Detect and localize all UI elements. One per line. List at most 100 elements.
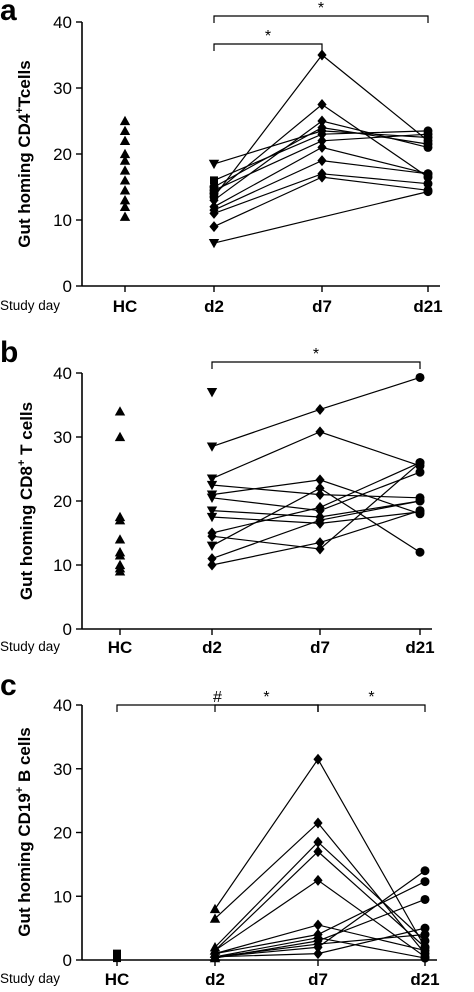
data-point (420, 877, 430, 887)
data-point (420, 866, 430, 876)
significance-marker: # (213, 689, 222, 706)
data-point (415, 372, 425, 382)
data-point (315, 501, 325, 513)
data-point (315, 403, 325, 415)
x-tick-label-d7: d7 (310, 638, 330, 657)
data-point (420, 936, 430, 946)
data-point (317, 155, 327, 167)
x-axis-label: Study day (0, 298, 60, 313)
data-point (317, 122, 327, 134)
data-point (415, 506, 425, 516)
x-tick-label-d21: d21 (405, 638, 434, 657)
data-point (313, 753, 323, 765)
x-tick-label-d21: d21 (410, 970, 439, 989)
data-point (423, 129, 433, 139)
x-tick-label-d21: d21 (413, 297, 442, 316)
hc-point (113, 954, 121, 963)
hc-point (119, 195, 131, 205)
y-axis-title-sup: + (14, 107, 26, 113)
y-tick-label: 10 (53, 556, 72, 575)
data-point (209, 913, 221, 923)
y-axis-title-sup: + (14, 787, 26, 793)
series-line (211, 431, 421, 480)
data-point (317, 115, 327, 127)
data-point (423, 169, 433, 179)
data-point (315, 482, 325, 494)
y-tick-label: 20 (53, 145, 72, 164)
data-point (313, 817, 323, 829)
data-point (206, 442, 218, 452)
hc-point (119, 148, 131, 159)
x-tick-label-HC: HC (105, 970, 130, 989)
data-point (315, 537, 325, 549)
series-line (211, 462, 421, 534)
data-point (415, 547, 425, 557)
significance-bracket (211, 361, 421, 369)
data-point (423, 136, 433, 146)
series-line (211, 376, 421, 448)
hc-point (119, 155, 131, 165)
data-point (210, 176, 218, 185)
data-point (317, 135, 327, 147)
x-tick-label-d2: d2 (204, 297, 224, 316)
panel-label: b (0, 336, 18, 369)
y-tick-label: 10 (53, 211, 72, 230)
data-point (208, 159, 220, 170)
y-tick-label: 40 (53, 364, 72, 383)
hc-point (119, 185, 131, 195)
data-point (317, 49, 327, 61)
y-tick-label: 20 (53, 824, 72, 843)
data-point (317, 141, 327, 153)
data-point (315, 474, 325, 486)
significance-bracket (213, 15, 429, 23)
significance-bracket (116, 704, 319, 712)
hc-point (114, 534, 126, 544)
y-axis-title-main: Gut homing CD8 (17, 466, 36, 600)
y-tick-label: 0 (63, 277, 72, 296)
hc-point (119, 165, 131, 175)
y-axis-title: Gut homing CD4+Tcells (14, 60, 34, 247)
data-point (313, 919, 323, 931)
x-tick-label-d7: d7 (308, 970, 328, 989)
series-line (211, 471, 421, 512)
significance-marker: * (313, 346, 319, 363)
data-point (420, 930, 430, 939)
hc-point (119, 211, 131, 221)
data-point (317, 171, 327, 183)
significance-marker: * (368, 689, 374, 706)
y-axis-title-main: Gut homing CD19 (15, 793, 34, 937)
hc-point (119, 175, 131, 185)
data-point (209, 221, 219, 233)
data-point (313, 941, 323, 953)
hc-point (114, 406, 126, 416)
data-point (206, 474, 218, 484)
significance-bracket (214, 704, 319, 712)
data-point (206, 541, 218, 551)
data-point (209, 194, 219, 206)
data-point (415, 458, 425, 468)
data-point (206, 506, 218, 516)
data-point (208, 238, 220, 249)
data-point (206, 493, 218, 503)
y-tick-label: 30 (53, 79, 72, 98)
data-point (315, 514, 325, 526)
hc-point (119, 125, 131, 136)
y-tick-label: 0 (63, 620, 72, 639)
x-tick-label-HC: HC (113, 297, 138, 316)
y-axis-title-tail: B cells (15, 727, 34, 787)
data-point (209, 204, 219, 216)
data-point (207, 553, 217, 565)
data-point (313, 874, 323, 886)
data-point (315, 489, 325, 501)
y-tick-label: 30 (53, 428, 72, 447)
x-tick-label-d2: d2 (202, 638, 222, 657)
y-axis-title-tail: Tcells (15, 60, 34, 107)
y-axis-title-tail: T cells (17, 402, 36, 460)
series-line (211, 484, 421, 499)
x-tick-label-d2: d2 (205, 970, 225, 989)
y-tick-label: 40 (53, 696, 72, 715)
x-axis-label: Study day (0, 971, 60, 986)
data-point (423, 142, 433, 152)
